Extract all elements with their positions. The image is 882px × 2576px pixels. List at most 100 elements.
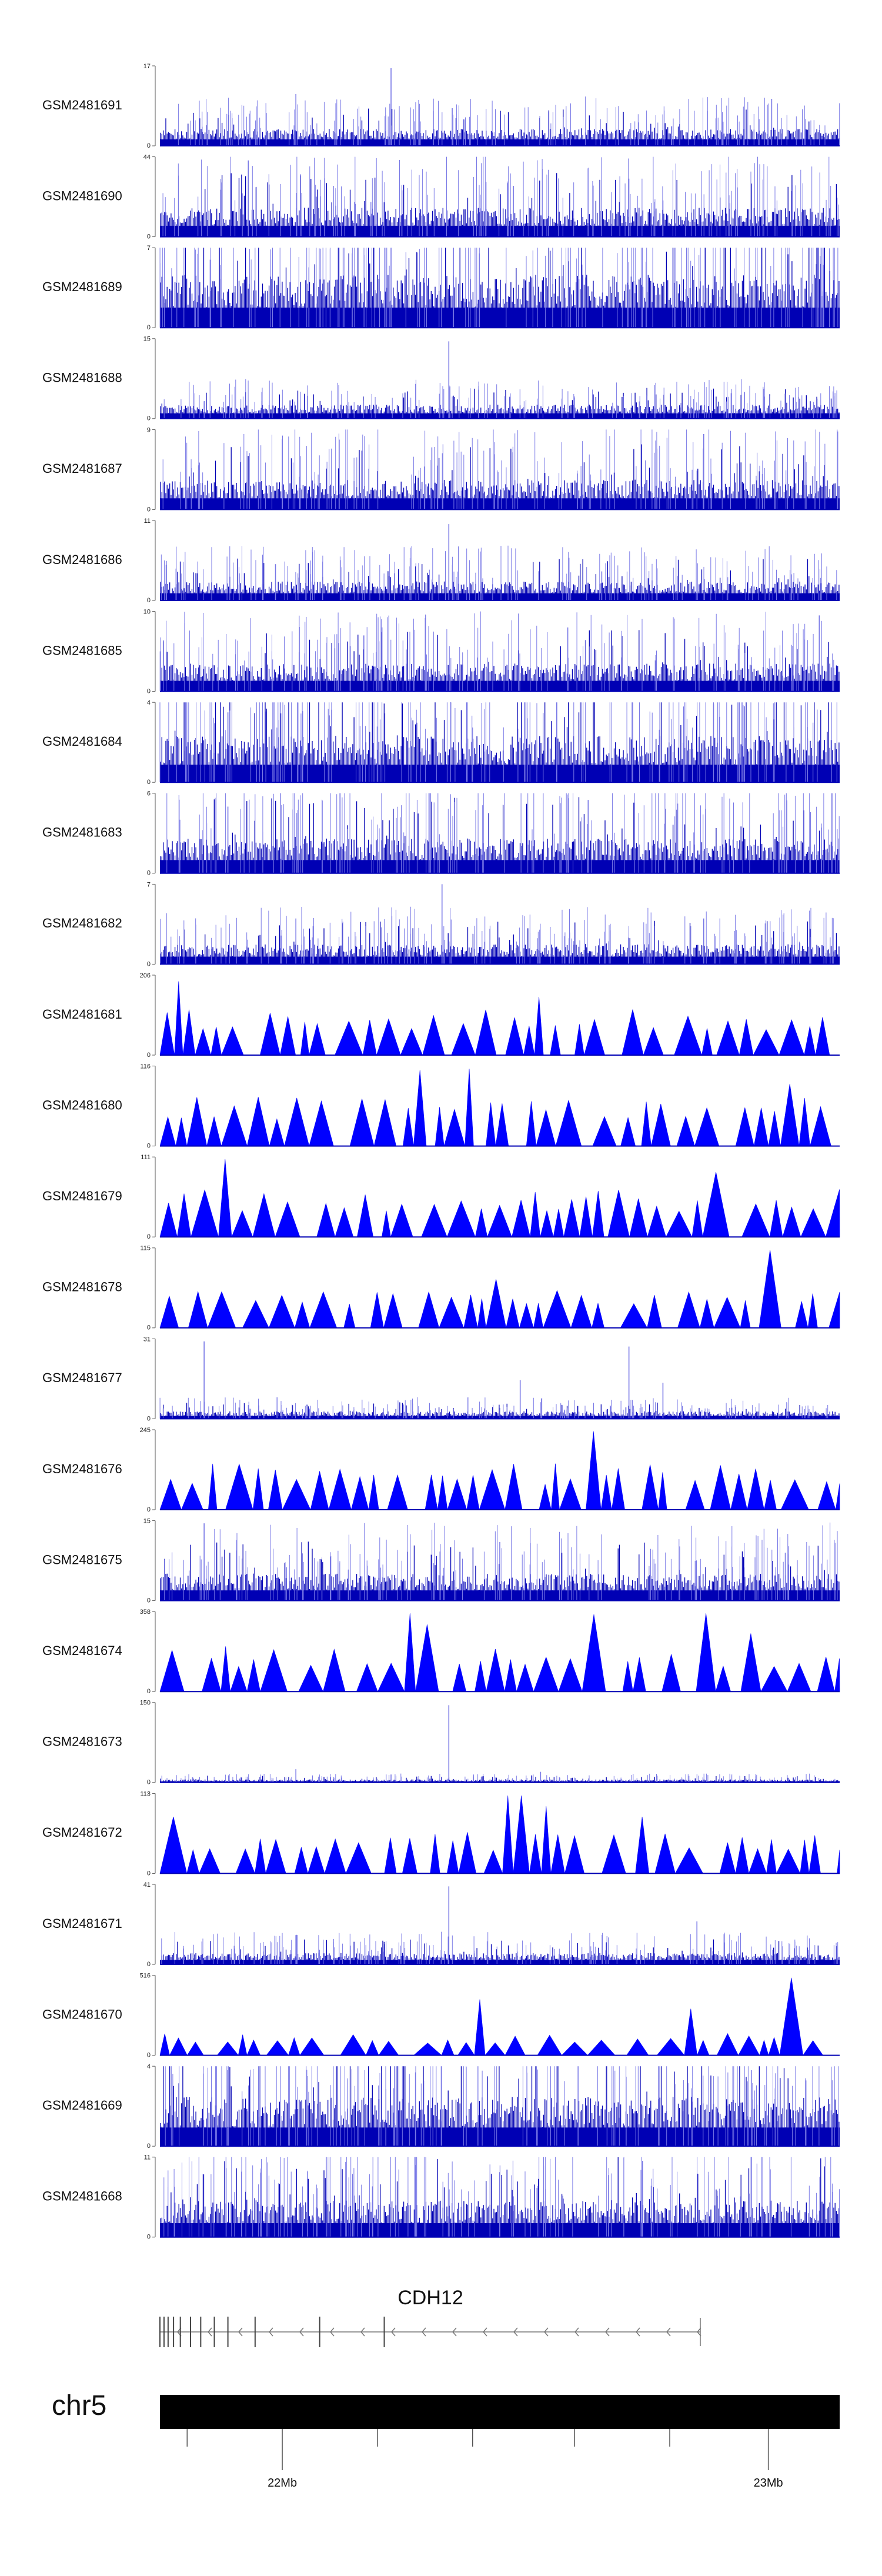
track-label: GSM2481671 [42,1916,122,1931]
y-min-label: 0 [147,1233,151,1240]
y-max-label: 115 [140,1245,151,1252]
strand-arrow-icon [574,2327,579,2337]
coverage-area [159,981,838,1056]
y-max-label: 206 [140,972,151,979]
gene-label: CDH12 [397,2287,463,2309]
track-label: GSM2481690 [42,188,122,203]
y-min-label: 0 [147,688,151,695]
coverage-spikes [163,2157,840,2237]
track-label: GSM2481684 [42,734,122,749]
chromosome-ideogram-bar [160,2395,840,2429]
track-GSM2481675: GSM2481675 15 0 [42,1518,840,1604]
coverage-spikes [160,906,834,965]
y-max-label: 116 [140,1063,151,1070]
coverage-area [159,1977,840,2056]
coverage-floor [160,498,840,510]
track-GSM2481668: GSM2481668 11 0 [42,2154,840,2241]
track-label: GSM2481668 [42,2189,122,2204]
strand-arrow-icon [391,2327,396,2337]
strand-arrow-icon [360,2327,365,2337]
y-max-label: 6 [147,790,151,798]
track-GSM2481677: GSM2481677 31 0 [42,1336,840,1422]
track-GSM2481671: GSM2481671 41 0 [42,1881,840,1968]
strand-arrow-icon [422,2327,426,2337]
coverage-floor [160,593,840,600]
coverage-floor [160,413,840,419]
y-max-label: 11 [144,2154,151,2161]
coverage-spikes [166,793,840,873]
strand-arrow-icon [513,2327,518,2337]
y-max-label: 150 [140,1700,151,1707]
track-GSM2481685: GSM2481685 10 0 [42,609,840,695]
track-GSM2481690: GSM2481690 44 0 [42,154,840,241]
coverage-floor [160,1960,840,1964]
y-max-label: 31 [143,1336,151,1343]
y-min-label: 0 [147,1143,151,1150]
track-GSM2481686: GSM2481686 11 0 [42,518,840,604]
track-label: GSM2481675 [42,1552,122,1567]
y-max-label: 11 [144,518,151,525]
track-label: GSM2481670 [42,2007,122,2021]
track-label: GSM2481683 [42,825,122,840]
coverage-spikes [161,545,837,600]
y-max-label: 9 [147,426,151,433]
y-min-label: 0 [147,1597,151,1604]
strand-arrow-icon [666,2327,671,2337]
gene-track: CDH12 [159,2287,701,2347]
track-label: GSM2481688 [42,371,122,385]
y-max-label: 4 [147,699,151,706]
coverage-floor [160,956,840,965]
coverage-spikes [159,611,834,692]
coverage-spikes [161,1773,836,1783]
y-min-label: 0 [147,779,151,786]
y-max-label: 113 [140,1790,151,1797]
track-GSM2481681: GSM2481681 206 0 [42,972,840,1059]
y-min-label: 0 [147,324,151,331]
y-min-label: 0 [147,233,151,241]
y-max-label: 245 [140,1427,151,1434]
y-min-label: 0 [147,2052,151,2059]
track-GSM2481679: GSM2481679 111 0 [42,1154,840,1240]
strand-arrow-icon [605,2327,610,2337]
y-max-label: 7 [147,245,151,252]
coverage-spikes [162,429,838,510]
track-GSM2481670: GSM2481670 516 0 [42,1973,840,2059]
coverage-area [159,1795,840,1874]
coverage-spikes [161,1931,838,1964]
track-label: GSM2481682 [42,916,122,930]
coverage-spikes [165,2066,839,2147]
coverage-area [159,1431,840,1511]
strand-arrow-icon [697,2327,701,2337]
y-min-label: 0 [147,506,151,513]
strand-arrow-icon [238,2327,243,2337]
y-max-label: 516 [140,1973,151,1980]
y-min-label: 0 [147,597,151,604]
track-label: GSM2481685 [42,643,122,658]
coverage-spikes [159,702,837,783]
y-max-label: 17 [143,63,151,70]
track-GSM2481672: GSM2481672 113 0 [42,1790,840,1877]
coverage-bars [160,797,840,873]
y-max-label: 15 [143,336,151,343]
track-GSM2481691: GSM2481691 17 0 [42,63,840,149]
track-label: GSM2481673 [42,1734,122,1749]
coverage-spikes [159,1397,828,1419]
track-GSM2481682: GSM2481682 7 0 [42,881,840,967]
strand-arrow-icon [269,2327,273,2337]
coverage-bars [160,2066,840,2147]
strand-arrow-icon [452,2327,457,2337]
track-label: GSM2481689 [42,279,122,294]
y-max-label: 4 [147,2063,151,2070]
y-max-label: 44 [143,154,151,161]
chromosome-axis: chr5 22Mb 23Mb [52,2390,840,2490]
track-GSM2481678: GSM2481678 115 0 [42,1245,840,1332]
chromosome-tick-label: 23Mb [754,2477,783,2490]
y-min-label: 0 [147,1779,151,1786]
track-label: GSM2481677 [42,1370,122,1385]
coverage-area [159,1250,840,1329]
y-max-label: 111 [141,1154,151,1161]
chromosome-label: chr5 [52,2390,106,2421]
coverage-bars [160,1776,840,1783]
coverage-spikes [178,96,840,146]
